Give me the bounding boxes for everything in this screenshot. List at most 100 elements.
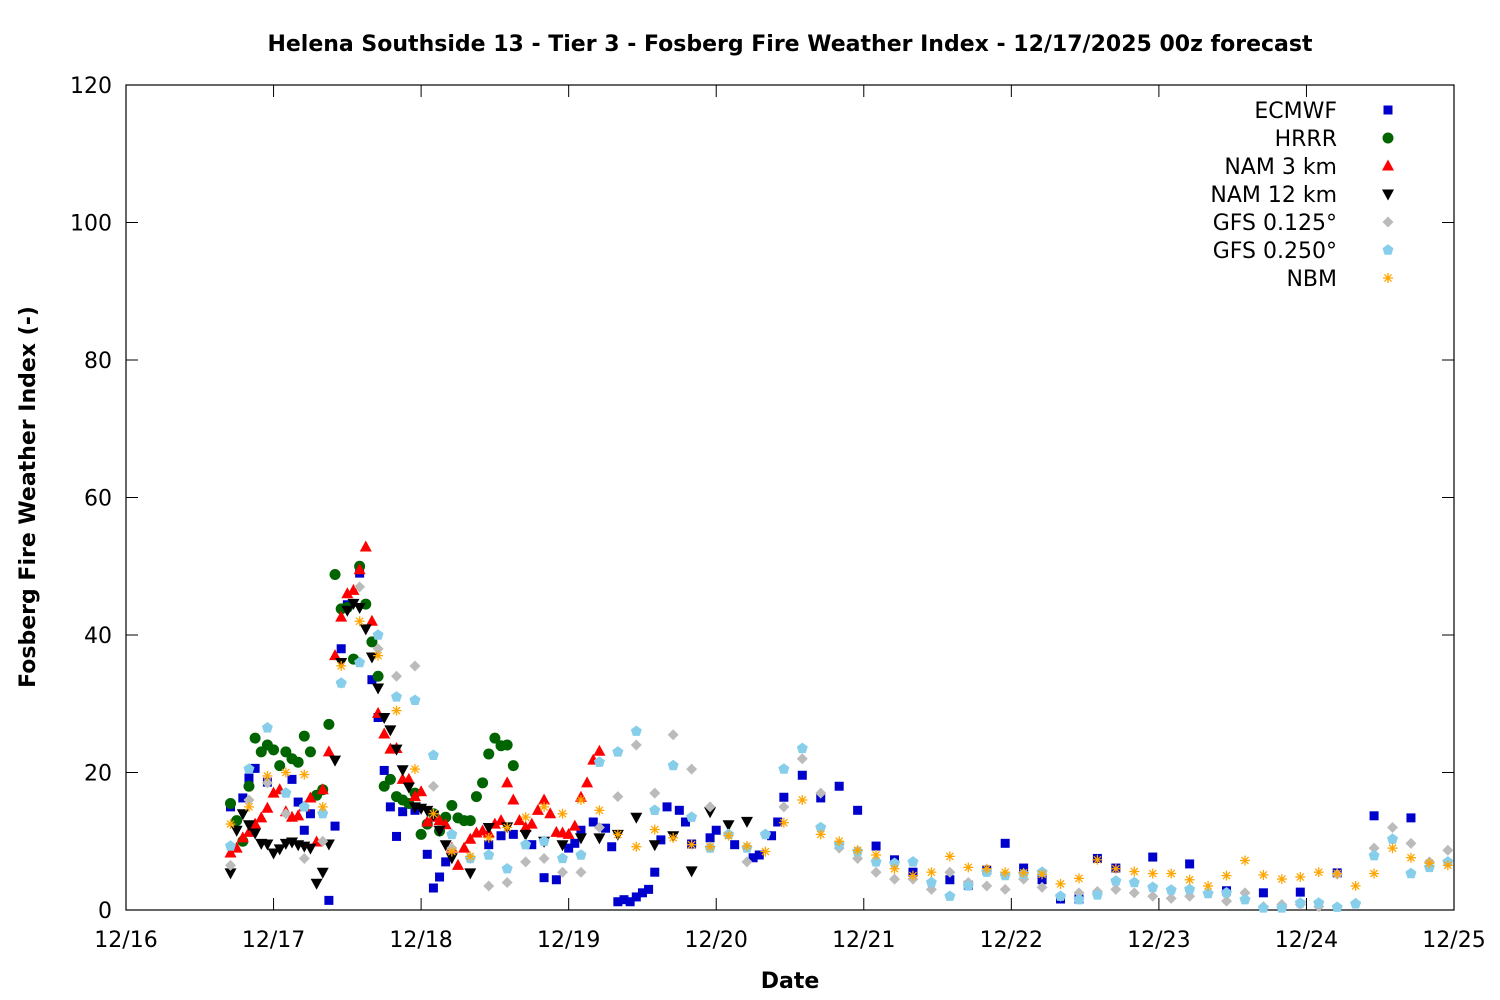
- point-nam-12-km: [249, 828, 262, 840]
- point-ecmwf: [644, 884, 654, 894]
- point-nbm: [317, 801, 328, 812]
- point-gfs-0-125-: [1128, 887, 1140, 899]
- point-nbm: [1129, 866, 1140, 877]
- point-gfs-0-125-: [280, 808, 292, 820]
- point-ecmwf: [1037, 875, 1047, 885]
- y-axis-label: Fosberg Fire Weather Index (-): [16, 306, 41, 688]
- point-gfs-0-125-: [1239, 887, 1251, 899]
- legend-label-gfs-0-250-: GFS 0.250°: [1213, 239, 1337, 264]
- point-nam-12-km: [347, 598, 360, 610]
- point-ecmwf: [674, 805, 684, 815]
- point-gfs-0-250-: [649, 804, 661, 815]
- legend-label-hrrr: HRRR: [1275, 127, 1337, 152]
- legend-marker-gfs-0-250-: [1382, 244, 1394, 255]
- point-nbm: [1055, 878, 1066, 889]
- point-ecmwf: [508, 829, 518, 839]
- point-ecmwf: [564, 843, 574, 853]
- point-hrrr: [489, 732, 501, 744]
- point-nam-12-km: [421, 805, 434, 817]
- point-nam-3-km: [464, 832, 477, 844]
- point-gfs-0-125-: [870, 866, 882, 878]
- point-hrrr: [231, 815, 243, 827]
- point-ecmwf: [748, 853, 758, 863]
- point-ecmwf: [656, 835, 666, 845]
- point-nbm: [428, 808, 439, 819]
- point-nbm: [575, 795, 586, 805]
- point-gfs-0-125-: [612, 791, 624, 803]
- point-nbm: [1350, 880, 1361, 891]
- point-nam-12-km: [341, 605, 354, 617]
- point-gfs-0-125-: [889, 873, 901, 885]
- y-tick-label: 60: [84, 487, 112, 512]
- point-ecmwf: [1185, 859, 1195, 869]
- point-nam-12-km: [390, 744, 403, 756]
- point-ecmwf: [379, 765, 389, 775]
- point-ecmwf: [428, 883, 438, 893]
- point-gfs-0-125-: [686, 763, 698, 775]
- point-nbm: [981, 863, 992, 874]
- point-gfs-0-250-: [1110, 875, 1122, 886]
- point-nam-3-km: [507, 793, 520, 805]
- point-nam-12-km: [519, 829, 532, 841]
- point-hrrr: [304, 746, 316, 758]
- point-gfs-0-125-: [261, 777, 273, 789]
- legend-marker-hrrr: [1382, 132, 1394, 144]
- legend-marker-nam-3-km: [1382, 159, 1394, 171]
- y-tick-label: 80: [84, 349, 112, 374]
- point-nbm: [1424, 858, 1435, 869]
- point-gfs-0-250-: [391, 691, 402, 702]
- x-tick-label: 12/18: [389, 928, 452, 953]
- point-nam-12-km: [630, 812, 643, 824]
- point-gfs-0-125-: [778, 801, 790, 813]
- point-hrrr: [470, 791, 482, 803]
- point-nam-3-km: [408, 790, 421, 802]
- point-nam-3-km: [402, 772, 415, 784]
- point-gfs-0-250-: [1128, 876, 1140, 888]
- point-gfs-0-125-: [1442, 844, 1454, 856]
- point-nam-3-km: [452, 858, 464, 870]
- point-nbm: [299, 769, 310, 780]
- point-nbm: [871, 850, 882, 860]
- point-gfs-0-125-: [427, 780, 439, 792]
- point-gfs-0-250-: [483, 849, 495, 860]
- point-nam-12-km: [384, 725, 397, 737]
- point-hrrr: [298, 730, 310, 742]
- point-ecmwf: [441, 857, 451, 867]
- point-nam-3-km: [304, 791, 317, 803]
- point-nam-12-km: [372, 683, 385, 695]
- point-gfs-0-250-: [501, 863, 513, 874]
- point-gfs-0-125-: [483, 880, 495, 892]
- point-hrrr: [372, 670, 384, 682]
- point-nbm: [1147, 868, 1158, 879]
- point-hrrr: [225, 797, 237, 809]
- point-nam-3-km: [292, 809, 305, 821]
- point-hrrr: [483, 748, 495, 760]
- point-nam-3-km: [224, 846, 237, 858]
- point-nam-12-km: [261, 839, 274, 851]
- point-gfs-0-250-: [1184, 883, 1196, 895]
- point-ecmwf: [1295, 887, 1305, 897]
- point-ecmwf: [527, 840, 537, 850]
- point-gfs-0-125-: [298, 852, 310, 864]
- x-tick-label: 12/24: [1275, 928, 1338, 953]
- x-tick-label: 12/20: [685, 928, 748, 953]
- point-nam-3-km: [322, 745, 335, 757]
- point-nbm: [944, 851, 955, 862]
- point-nam-3-km: [242, 825, 255, 837]
- point-nbm: [686, 839, 697, 850]
- legend-marker-nam-12-km: [1382, 189, 1394, 201]
- point-nbm: [631, 841, 642, 852]
- point-nbm: [262, 770, 273, 781]
- point-nam-3-km: [433, 814, 446, 826]
- point-ecmwf: [392, 831, 402, 841]
- point-nbm: [1387, 843, 1398, 854]
- chart-title: Helena Southside 13 - Tier 3 - Fosberg F…: [267, 32, 1313, 57]
- point-gfs-0-250-: [630, 725, 642, 736]
- point-ecmwf: [730, 840, 740, 850]
- point-ecmwf: [305, 809, 315, 819]
- point-ecmwf: [619, 895, 629, 905]
- point-ecmwf: [650, 867, 660, 877]
- point-nbm: [1258, 869, 1269, 880]
- y-tick-label: 0: [98, 899, 112, 924]
- x-axis-label: Date: [761, 969, 820, 994]
